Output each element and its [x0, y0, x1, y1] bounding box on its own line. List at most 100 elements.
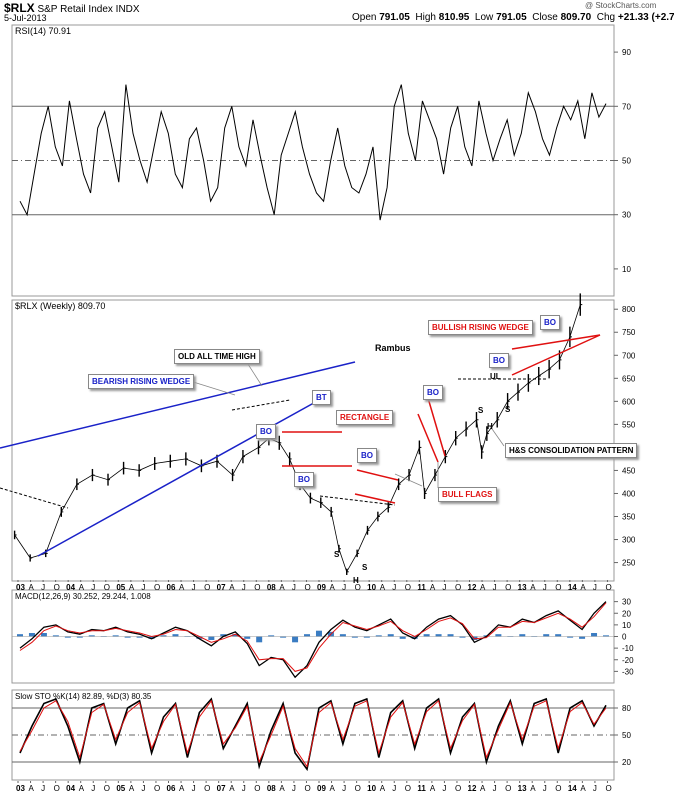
macd-histogram-bar: [64, 636, 71, 638]
callout-pointer: [489, 425, 505, 447]
macd-histogram-bar: [112, 635, 119, 637]
price-axis-month-label: J: [442, 583, 446, 592]
sto-axis-month-label: J: [91, 784, 95, 793]
sto-axis-year-label: 12: [468, 784, 477, 793]
sto-axis-month-label: J: [392, 784, 396, 793]
macd-histogram-bar: [351, 636, 358, 638]
sto-axis-month-label: O: [605, 784, 611, 793]
rectangle-label: RECTANGLE: [336, 410, 394, 425]
callout-pointer: [189, 380, 236, 396]
bull-flags-label: BULL FLAGS: [438, 487, 497, 502]
sto-axis-year-label: 13: [518, 784, 527, 793]
price-axis-month-label: A: [380, 583, 386, 592]
macd-histogram-bar: [40, 633, 47, 637]
price-title-label: $RLX (Weekly) 809.70: [15, 301, 105, 311]
bo-label-6: BO: [540, 315, 560, 330]
sto-axis-month-label: A: [279, 784, 285, 793]
bo-label-5: BO: [489, 353, 509, 368]
price-axis-month-label: J: [593, 583, 597, 592]
macd-histogram-bar: [459, 636, 466, 638]
chg-value: +21.33 (+2.71%): [617, 12, 674, 23]
price-axis-month-label: A: [430, 583, 436, 592]
rsi-y-tick-label: 70: [622, 102, 631, 111]
price-axis-month-label: J: [392, 583, 396, 592]
sto-axis-year-label: 09: [317, 784, 326, 793]
macd-signal-line: [19, 602, 607, 672]
rsi-title-label: RSI(14) 70.91: [15, 26, 71, 36]
bullish-wedge-upper: [511, 334, 601, 350]
rsi-y-tick-label: 50: [622, 157, 631, 166]
wedge-upper-trendline: [0, 361, 356, 449]
sto-axis-year-label: 08: [267, 784, 276, 793]
sto-axis-year-label: 06: [167, 784, 176, 793]
sto-axis-year-label: 07: [217, 784, 226, 793]
bo-label-4: BO: [423, 385, 443, 400]
price-y-tick-label: 600: [622, 397, 636, 406]
macd-histogram-bar: [315, 630, 322, 637]
rsi-series-line: [19, 84, 607, 221]
macd-histogram-bar: [268, 635, 275, 637]
dotted-hs-neckline: [319, 495, 396, 506]
sto-axis-month-label: J: [141, 784, 145, 793]
price-axis-month-label: A: [79, 583, 85, 592]
sto-axis-month-label: O: [355, 784, 361, 793]
sto-axis-month-label: J: [493, 784, 497, 793]
sto-axis-month-label: A: [129, 784, 135, 793]
bull-flag-2-right: [427, 397, 446, 457]
price-axis-month-label: J: [192, 583, 196, 592]
price-axis-month-label: O: [54, 583, 60, 592]
macd-y-tick-label: 10: [622, 621, 631, 630]
s-label-3: S: [478, 406, 484, 415]
price-axis-month-label: A: [330, 583, 336, 592]
sto-axis-month-label: O: [505, 784, 511, 793]
macd-histogram-bar: [387, 634, 394, 637]
macd-histogram-bar: [172, 634, 179, 637]
macd-histogram-bar: [519, 634, 526, 637]
macd-histogram-bar: [76, 636, 83, 638]
macd-histogram-bar: [567, 636, 574, 638]
macd-histogram-bar: [495, 634, 502, 637]
sto-axis-month-label: A: [380, 784, 386, 793]
high-label: High: [415, 12, 436, 23]
sto-axis-month-label: A: [330, 784, 336, 793]
sto-axis-month-label: A: [530, 784, 536, 793]
sto-axis-month-label: A: [29, 784, 35, 793]
sto-axis-year-label: 14: [568, 784, 577, 793]
sto-axis-month-label: J: [442, 784, 446, 793]
price-y-tick-label: 300: [622, 536, 636, 545]
price-axis-year-label: 12: [468, 583, 477, 592]
macd-histogram-bar: [256, 636, 263, 643]
callout-pointer: [245, 360, 263, 387]
sto-axis-month-label: O: [555, 784, 561, 793]
s-label-1: S: [334, 550, 340, 559]
dotted-support-line: [0, 487, 69, 509]
price-axis-month-label: O: [304, 583, 310, 592]
price-axis-month-label: J: [543, 583, 547, 592]
sto-d-line: [19, 699, 607, 768]
sto-axis-month-label: O: [154, 784, 160, 793]
price-axis-month-label: O: [104, 583, 110, 592]
sto-axis-month-label: J: [593, 784, 597, 793]
sto-axis-month-label: O: [104, 784, 110, 793]
chg-label: Chg: [596, 12, 616, 23]
price-axis-month-label: J: [342, 583, 346, 592]
macd-histogram-bar: [17, 634, 23, 637]
macd-histogram-bar: [423, 634, 430, 637]
sto-axis-year-label: 05: [116, 784, 125, 793]
price-y-tick-label: 750: [622, 328, 636, 337]
bullish-wedge-lower: [511, 334, 601, 376]
sto-axis-month-label: J: [41, 784, 45, 793]
macd-histogram-bar: [292, 636, 299, 643]
open-label: Open: [352, 12, 377, 23]
sto-axis-month-label: A: [79, 784, 85, 793]
sto-axis-year-label: 03: [16, 784, 25, 793]
price-axis-month-label: J: [292, 583, 296, 592]
sto-axis-month-label: A: [229, 784, 235, 793]
price-axis-month-label: A: [580, 583, 586, 592]
sto-axis-month-label: O: [254, 784, 260, 793]
price-y-tick-label: 650: [622, 374, 636, 383]
price-y-tick-label: 550: [622, 420, 636, 429]
macd-histogram-bar: [339, 634, 346, 637]
macd-macd-line: [19, 601, 607, 679]
